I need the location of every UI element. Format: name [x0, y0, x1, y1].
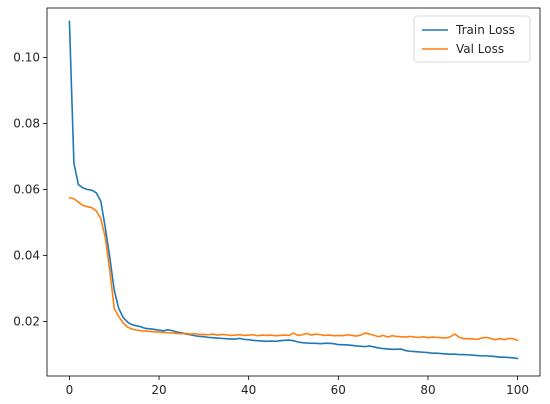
- plot-lines: [68, 20, 519, 360]
- axes: 0 20 40 60 80 100 0.02 0.04 0.06 0.08 0.10: [13, 7, 541, 397]
- series-line-train-loss: [68, 20, 519, 360]
- series-line-val-loss: [68, 196, 519, 342]
- x-tick-label: 60: [331, 383, 346, 397]
- y-tick-label: 0.06: [13, 183, 40, 197]
- x-tick-label: 100: [506, 383, 529, 397]
- y-tick-label: 0.02: [13, 315, 40, 329]
- y-tick-label: 0.08: [13, 117, 40, 131]
- y-tick-label: 0.04: [13, 249, 40, 263]
- legend-label: Train Loss: [455, 23, 515, 37]
- x-tick-label: 20: [151, 383, 166, 397]
- x-tick-label: 0: [66, 383, 74, 397]
- y-tick-label: 0.10: [13, 51, 40, 65]
- x-tick-label: 80: [420, 383, 435, 397]
- x-tick-label: 40: [241, 383, 256, 397]
- legend-box: [413, 15, 531, 63]
- legend: Train Loss Val Loss: [413, 15, 531, 63]
- legend-label: Val Loss: [456, 42, 504, 56]
- plot-frame: [46, 7, 541, 377]
